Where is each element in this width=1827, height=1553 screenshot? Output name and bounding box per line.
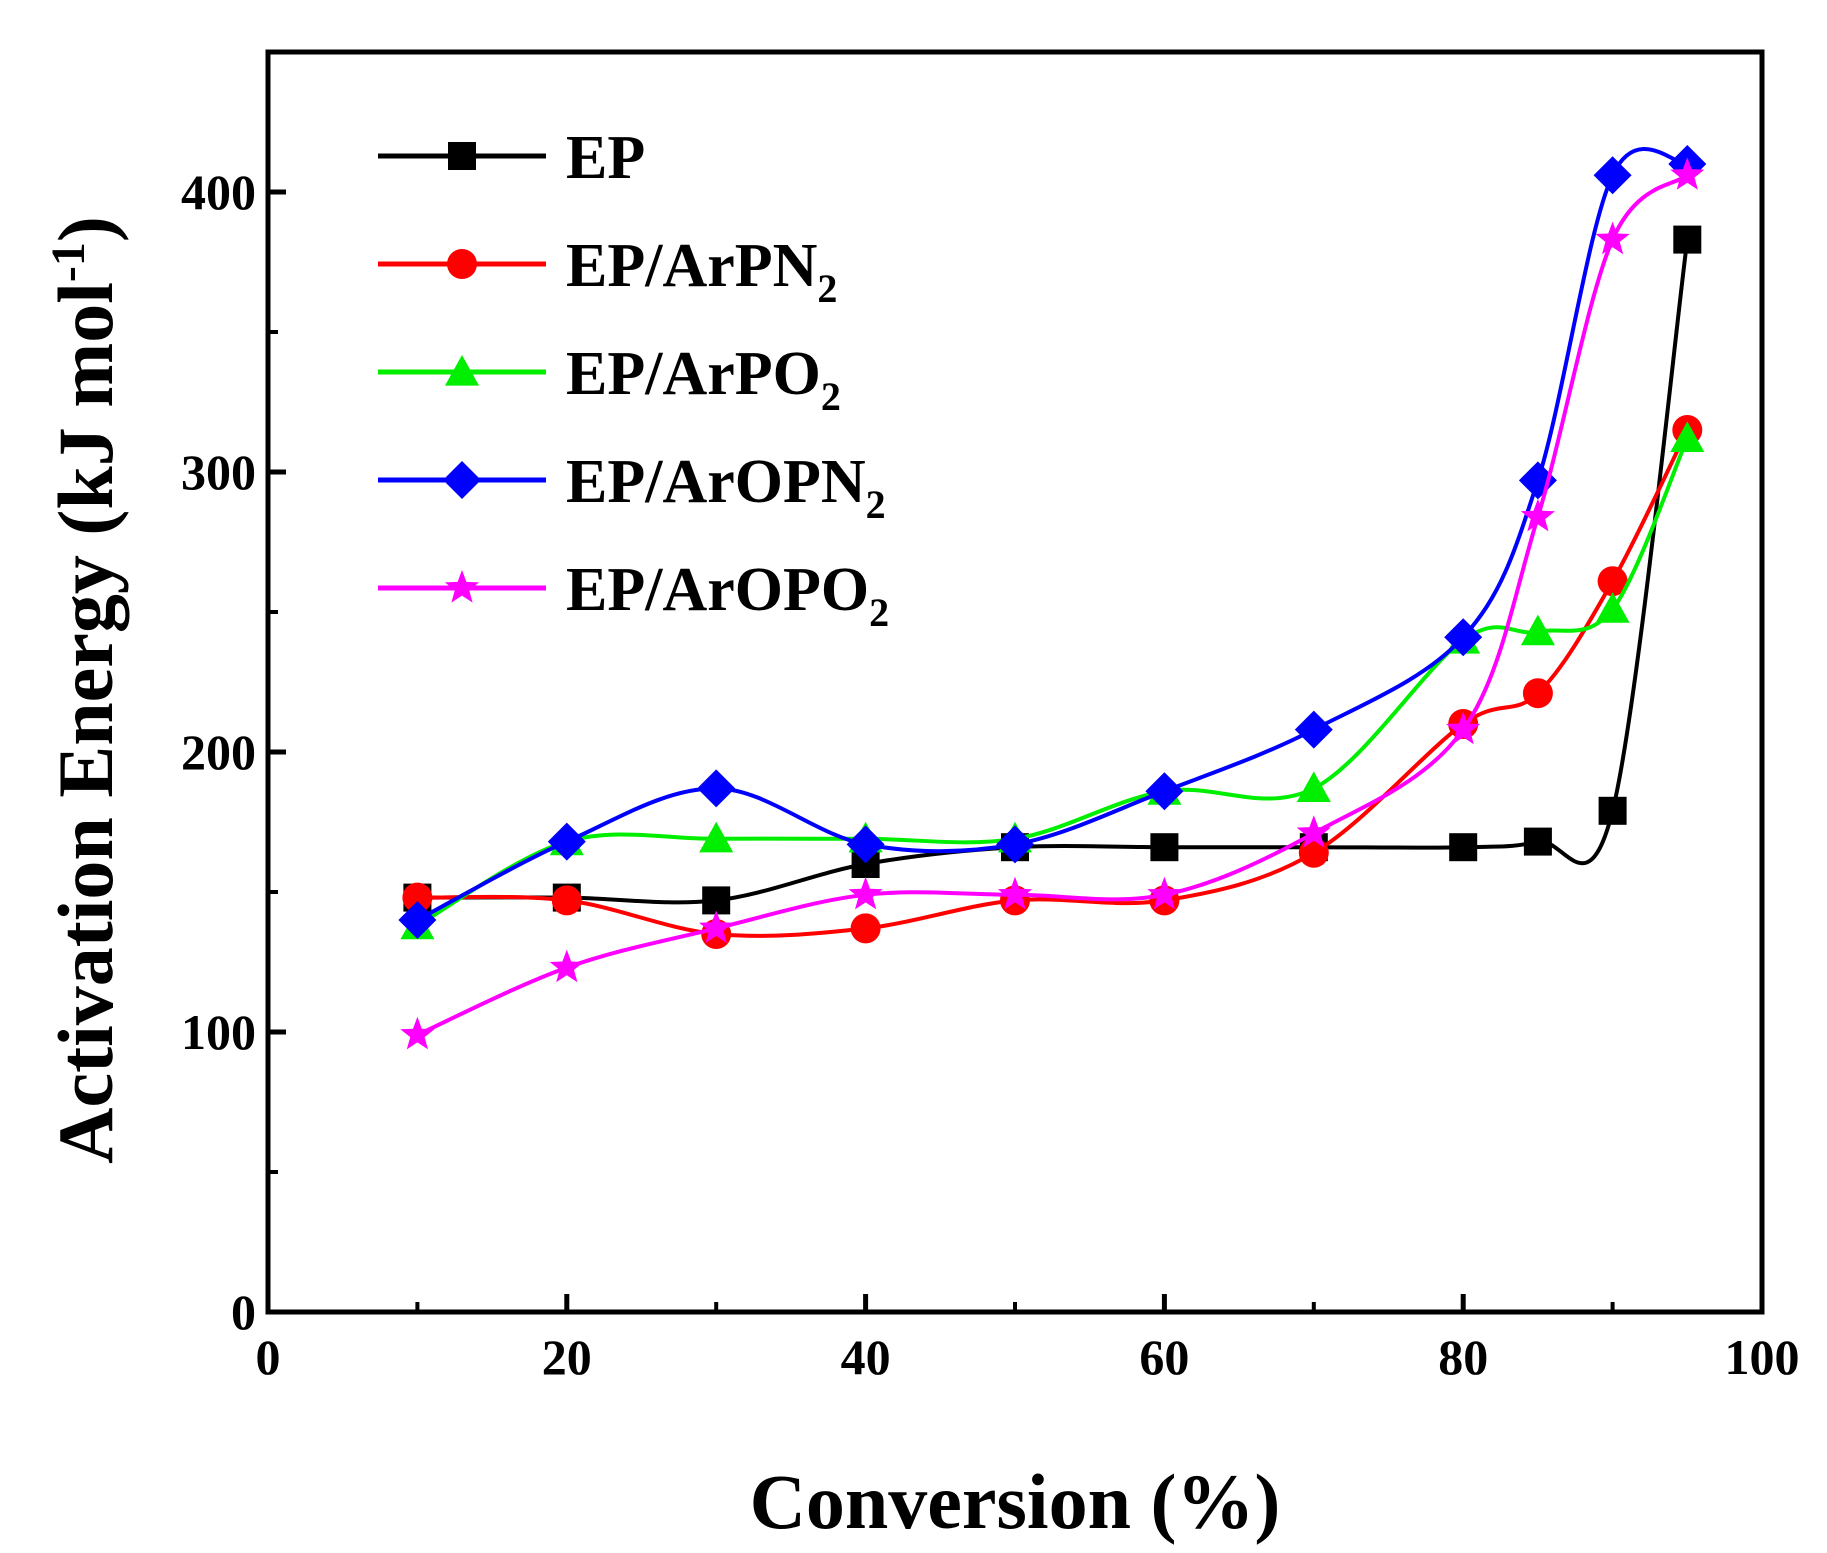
legend-label: EP/ArOPN2: [566, 448, 886, 527]
legend-item: EP/ArOPN2: [378, 448, 886, 527]
data-point: [1145, 772, 1184, 811]
y-tick-label: 0: [231, 1284, 256, 1340]
legend-item: EP/ArPO2: [378, 340, 841, 419]
tick-labels: 0 20 40 60 80 100 0 100 200 300 400: [181, 164, 1800, 1385]
legend-label: EP/ArOPO2: [566, 556, 889, 635]
data-point: [1296, 771, 1331, 802]
legend-label-sub: 2: [817, 266, 837, 311]
data-point: [547, 822, 586, 861]
data-point: [846, 825, 885, 864]
data-point: [1523, 827, 1552, 856]
legend-item: EP/ArPN2: [378, 232, 837, 311]
data-point: [1597, 566, 1628, 597]
series-layer: [398, 145, 1707, 1050]
data-point: [1150, 833, 1179, 862]
data-point: [697, 769, 736, 808]
legend-marker: [444, 570, 480, 603]
data-point: [1296, 815, 1331, 848]
data-point: [1670, 157, 1705, 190]
data-point: [1520, 498, 1555, 532]
x-tick-label: 80: [1438, 1329, 1488, 1385]
data-point: [1595, 221, 1630, 255]
legend-label-main: EP: [566, 124, 645, 192]
y-axis-title: Activation Energy (kJ mol-1): [42, 216, 129, 1164]
legend-label-main: EP/ArPO: [566, 340, 821, 408]
data-point: [549, 949, 584, 983]
data-point: [1673, 225, 1702, 254]
data-point: [1522, 678, 1553, 709]
y-axis-title-close: ): [42, 216, 129, 242]
y-tick-label: 200: [181, 724, 256, 780]
data-point: [1449, 833, 1478, 862]
data-point: [1444, 618, 1483, 657]
data-point: [400, 1016, 435, 1050]
legend-label-sub: 2: [866, 482, 886, 527]
legend-item: EP: [378, 124, 645, 192]
x-tick-label: 20: [542, 1329, 592, 1385]
data-point: [1446, 711, 1481, 745]
x-axis-title: Conversion (%): [750, 1458, 1281, 1545]
data-point: [848, 876, 883, 910]
legend-label-main: EP/ArPN: [566, 232, 817, 300]
plot-frame: [265, 49, 1765, 1315]
data-point: [702, 886, 731, 915]
data-point: [1147, 876, 1182, 910]
series-line: [416, 173, 1689, 1037]
x-tick-label: 100: [1725, 1329, 1800, 1385]
series-line: [416, 147, 1688, 922]
data-point: [699, 821, 734, 853]
data-point: [1294, 710, 1333, 749]
data-point: [1593, 156, 1632, 195]
y-axis-title-sup: -1: [42, 242, 95, 282]
data-point: [551, 885, 582, 916]
data-point: [996, 825, 1034, 864]
data-point: [1598, 796, 1627, 825]
x-tick-label: 60: [1139, 1329, 1189, 1385]
y-tick-label: 300: [181, 444, 256, 500]
legend-label-sub: 2: [821, 374, 841, 419]
legend-label-main: EP/ArOPN: [566, 448, 866, 516]
legend-label-sub: 2: [869, 590, 889, 635]
data-point: [398, 901, 437, 939]
data-point: [1595, 592, 1630, 623]
data-point: [997, 876, 1033, 910]
data-point: [699, 910, 734, 943]
legend-marker: [448, 142, 476, 170]
legend-label: EP/ArPO2: [566, 340, 841, 419]
legend-item: EP/ArOPO2: [378, 556, 889, 635]
y-axis-title-main: Activation Energy (kJ mol: [42, 282, 129, 1164]
series-4: [400, 157, 1705, 1050]
x-tick-label: 0: [256, 1329, 281, 1385]
x-tick-label: 40: [841, 1329, 891, 1385]
data-point: [1670, 421, 1705, 452]
legend-label-main: EP/ArOPO: [566, 556, 869, 624]
data-point: [1520, 614, 1555, 646]
legend-marker: [443, 461, 481, 499]
legend-label: EP: [566, 124, 645, 192]
legend-marker: [445, 355, 479, 386]
y-tick-label: 400: [181, 164, 256, 220]
legend-label: EP/ArPN2: [566, 232, 837, 311]
data-point: [1298, 837, 1329, 868]
data-point: [850, 913, 881, 944]
data-point: [402, 882, 433, 913]
legend-marker: [447, 249, 477, 279]
y-tick-label: 100: [181, 1004, 256, 1060]
